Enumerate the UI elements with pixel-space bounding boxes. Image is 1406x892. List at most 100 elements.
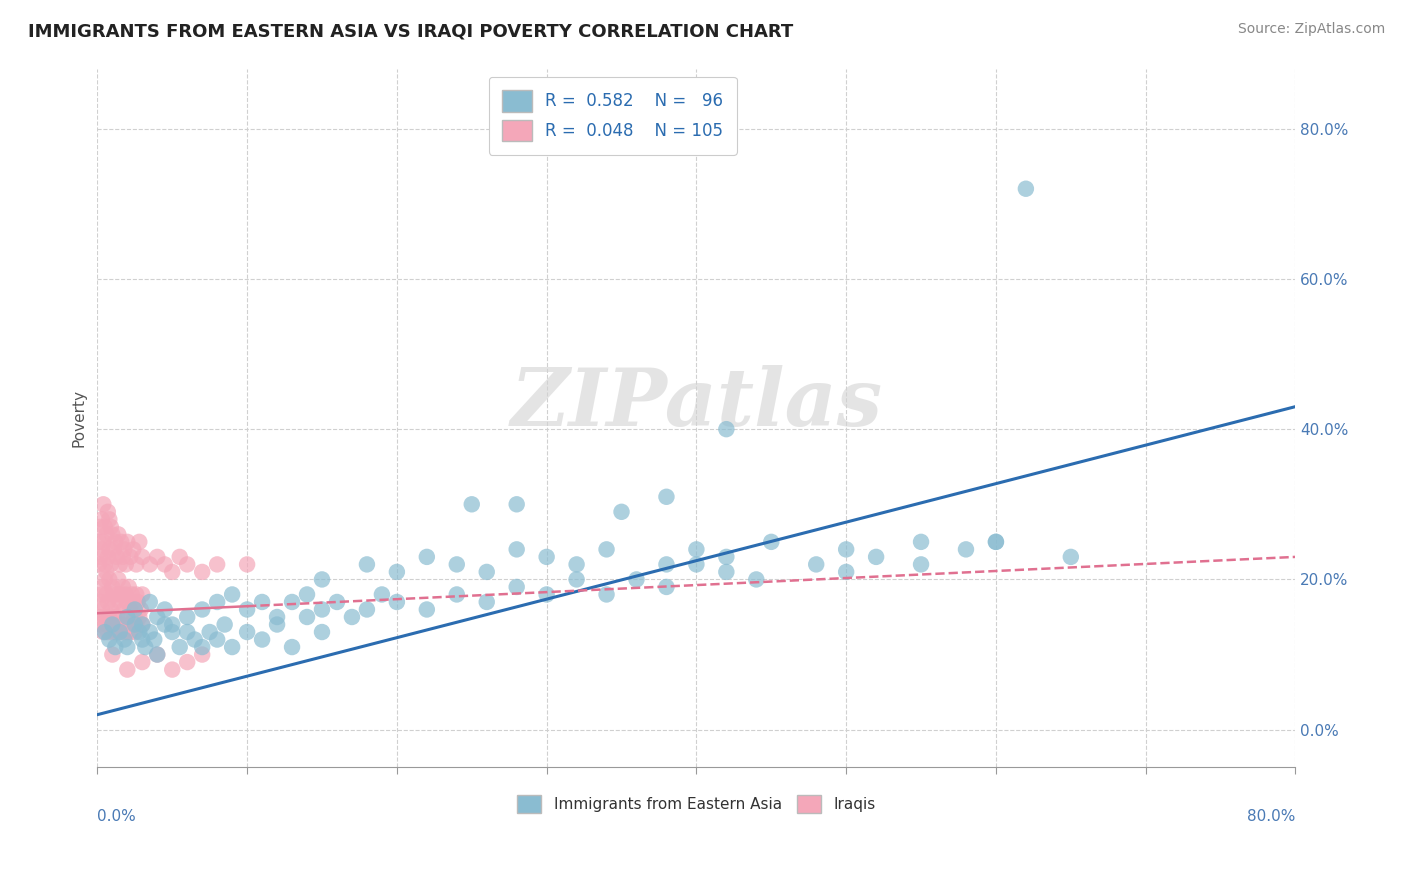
- Point: [131, 549, 153, 564]
- Point: [107, 573, 129, 587]
- Point: [98, 632, 121, 647]
- Point: [107, 527, 129, 541]
- Point: [131, 617, 153, 632]
- Point: [103, 587, 125, 601]
- Point: [117, 640, 139, 654]
- Text: ZIPatlas: ZIPatlas: [510, 365, 883, 442]
- Point: [160, 663, 183, 677]
- Point: [745, 573, 768, 587]
- Point: [93, 534, 115, 549]
- Point: [461, 497, 484, 511]
- Point: [104, 534, 127, 549]
- Point: [176, 625, 198, 640]
- Point: [1015, 182, 1038, 196]
- Point: [153, 558, 176, 572]
- Point: [131, 587, 153, 601]
- Point: [89, 520, 111, 534]
- Point: [98, 573, 121, 587]
- Point: [655, 490, 678, 504]
- Point: [326, 595, 349, 609]
- Point: [122, 542, 145, 557]
- Point: [90, 512, 112, 526]
- Point: [910, 534, 932, 549]
- Point: [117, 625, 139, 640]
- Point: [626, 573, 648, 587]
- Point: [89, 595, 111, 609]
- Point: [124, 610, 146, 624]
- Point: [311, 602, 333, 616]
- Point: [129, 602, 152, 616]
- Point: [107, 625, 129, 640]
- Point: [176, 610, 198, 624]
- Point: [505, 497, 527, 511]
- Point: [221, 640, 243, 654]
- Point: [761, 534, 783, 549]
- Point: [160, 617, 183, 632]
- Point: [266, 610, 288, 624]
- Point: [104, 595, 127, 609]
- Point: [117, 610, 139, 624]
- Text: IMMIGRANTS FROM EASTERN ASIA VS IRAQI POVERTY CORRELATION CHART: IMMIGRANTS FROM EASTERN ASIA VS IRAQI PO…: [28, 22, 793, 40]
- Point: [595, 587, 617, 601]
- Point: [565, 558, 588, 572]
- Point: [94, 573, 117, 587]
- Point: [131, 655, 153, 669]
- Point: [125, 558, 148, 572]
- Point: [191, 565, 214, 579]
- Point: [97, 595, 120, 609]
- Point: [94, 625, 117, 640]
- Point: [910, 558, 932, 572]
- Point: [105, 549, 128, 564]
- Point: [169, 640, 191, 654]
- Point: [101, 648, 124, 662]
- Point: [105, 610, 128, 624]
- Point: [295, 587, 318, 601]
- Point: [114, 558, 136, 572]
- Point: [112, 542, 135, 557]
- Point: [266, 617, 288, 632]
- Point: [117, 663, 139, 677]
- Point: [295, 610, 318, 624]
- Point: [104, 640, 127, 654]
- Point: [108, 625, 131, 640]
- Point: [128, 610, 150, 624]
- Point: [90, 602, 112, 616]
- Point: [87, 558, 110, 572]
- Point: [89, 549, 111, 564]
- Point: [205, 632, 228, 647]
- Point: [100, 617, 122, 632]
- Point: [281, 640, 304, 654]
- Point: [93, 580, 115, 594]
- Point: [118, 580, 141, 594]
- Point: [93, 625, 115, 640]
- Point: [236, 602, 259, 616]
- Point: [112, 632, 135, 647]
- Point: [191, 640, 214, 654]
- Point: [250, 632, 273, 647]
- Point: [716, 422, 738, 436]
- Point: [505, 580, 527, 594]
- Point: [146, 549, 169, 564]
- Point: [98, 610, 121, 624]
- Point: [101, 580, 124, 594]
- Point: [446, 558, 468, 572]
- Point: [90, 542, 112, 557]
- Point: [169, 549, 191, 564]
- Point: [475, 565, 498, 579]
- Point: [205, 595, 228, 609]
- Point: [108, 558, 131, 572]
- Point: [121, 587, 143, 601]
- Point: [536, 587, 558, 601]
- Point: [146, 648, 169, 662]
- Point: [835, 565, 858, 579]
- Point: [114, 587, 136, 601]
- Point: [160, 565, 183, 579]
- Point: [94, 558, 117, 572]
- Point: [101, 527, 124, 541]
- Point: [565, 573, 588, 587]
- Point: [139, 625, 162, 640]
- Y-axis label: Poverty: Poverty: [72, 389, 86, 447]
- Point: [118, 617, 141, 632]
- Point: [124, 617, 146, 632]
- Legend: Immigrants from Eastern Asia, Iraqis: Immigrants from Eastern Asia, Iraqis: [510, 789, 882, 819]
